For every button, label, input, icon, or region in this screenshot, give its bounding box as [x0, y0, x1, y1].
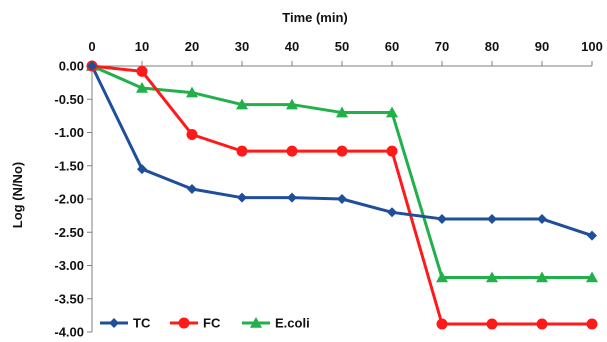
legend-marker-tc [109, 318, 119, 328]
x-tick-label: 10 [135, 39, 149, 54]
legend-label-e-coli: E.coli [275, 316, 310, 331]
data-point-tc [537, 213, 547, 224]
data-point-e-coli [136, 81, 148, 93]
data-point-tc [337, 194, 347, 204]
data-point-fc [536, 318, 548, 330]
x-tick-label: 60 [385, 39, 399, 54]
series-markers-fc [86, 60, 598, 330]
data-point-e-coli [586, 271, 598, 283]
y-tick-label: -2.50 [54, 225, 84, 240]
legend-item-tc: TC [100, 316, 151, 331]
data-point-tc [587, 230, 597, 241]
legend-marker-e-coli [250, 317, 262, 328]
data-point-fc [386, 145, 398, 157]
x-tick-label: 90 [535, 39, 549, 54]
data-point-fc [436, 318, 448, 330]
data-point-tc [287, 192, 297, 203]
data-point-fc [586, 318, 598, 330]
data-point-tc [487, 213, 497, 224]
data-point-e-coli [536, 271, 548, 283]
x-tick-label: 80 [485, 39, 499, 54]
y-axis-title: Log (N/No) [10, 162, 25, 228]
legend-item-fc: FC [170, 316, 221, 331]
y-tick-label: -3.50 [54, 291, 84, 306]
y-tick-label: -3.00 [54, 258, 84, 273]
x-tick-label: 40 [285, 39, 299, 54]
data-point-e-coli [386, 106, 398, 118]
data-point-tc [237, 192, 247, 203]
data-point-fc [336, 145, 348, 157]
data-point-e-coli [336, 106, 348, 118]
y-tick-label: -1.50 [54, 158, 84, 173]
x-axis-title: Time (min) [282, 10, 348, 25]
y-tick-label: -1.00 [54, 125, 84, 140]
x-tick-label: 70 [435, 39, 449, 54]
series-markers-e-coli [86, 60, 598, 283]
x-tick-label: 20 [185, 39, 199, 54]
x-tick-labels: 0 10 20 30 40 50 60 70 80 90 100 [88, 39, 603, 66]
data-point-e-coli [486, 271, 498, 283]
data-point-tc [387, 207, 397, 218]
data-point-e-coli [286, 98, 298, 110]
legend: TC FC E.coli [100, 316, 310, 331]
data-point-fc [286, 145, 298, 157]
data-point-fc [186, 128, 198, 140]
legend-label-tc: TC [133, 316, 151, 331]
data-point-fc [136, 65, 148, 77]
data-point-e-coli [436, 271, 448, 283]
data-point-tc [137, 164, 147, 175]
series-line-e-coli [91, 64, 592, 279]
y-tick-label: -2.00 [54, 192, 84, 207]
series-markers [86, 60, 598, 330]
data-point-e-coli [236, 98, 248, 110]
data-point-tc [437, 213, 447, 224]
legend-marker-fc [178, 317, 190, 329]
x-tick-label: 30 [235, 39, 249, 54]
data-point-e-coli [186, 86, 198, 98]
data-point-tc [87, 61, 97, 71]
y-tick-label: -0.50 [54, 92, 84, 107]
x-tick-label: 50 [335, 39, 349, 54]
data-point-tc [187, 184, 197, 195]
y-tick-label: 0.00 [59, 59, 84, 74]
data-point-fc [486, 318, 498, 330]
data-point-fc [236, 145, 248, 157]
legend-item-e-coli: E.coli [242, 316, 310, 331]
legend-label-fc: FC [203, 316, 221, 331]
x-tick-label: 100 [581, 39, 603, 54]
y-tick-label: -4.00 [54, 325, 84, 340]
series-markers-tc [87, 61, 597, 241]
y-tick-labels: 0.00 -0.50 -1.00 -1.50 -2.00 -2.50 -3.00 -3.50 -… [54, 59, 92, 340]
x-tick-label: 0 [88, 39, 95, 54]
